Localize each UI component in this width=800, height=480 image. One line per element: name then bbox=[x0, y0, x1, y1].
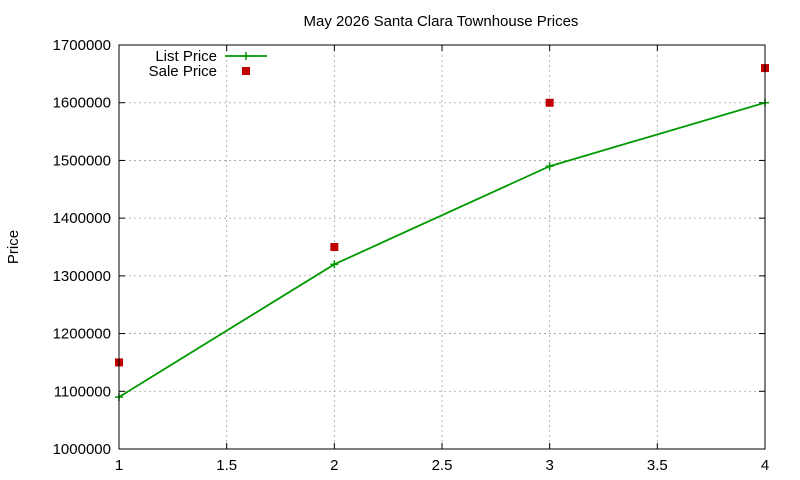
list-price-point bbox=[330, 260, 339, 269]
y-tick-label: 1700000 bbox=[53, 37, 111, 54]
y-tick-label: 1000000 bbox=[53, 441, 111, 458]
list-price-point bbox=[545, 162, 554, 171]
y-tick-label: 1500000 bbox=[53, 152, 111, 169]
y-tick-label: 1600000 bbox=[53, 95, 111, 112]
legend-label: Sale Price bbox=[149, 63, 217, 80]
legend-marker-sale-price bbox=[242, 67, 250, 75]
y-tick-label: 1400000 bbox=[53, 210, 111, 227]
x-tick-label: 2.5 bbox=[432, 457, 453, 474]
plot-area-border bbox=[118, 44, 766, 450]
y-axis-label: Price bbox=[5, 230, 22, 264]
y-tick-label: 1100000 bbox=[54, 383, 111, 400]
x-tick-label: 2 bbox=[330, 457, 338, 474]
x-tick-label: 3 bbox=[545, 457, 553, 474]
chart-title: May 2026 Santa Clara Townhouse Prices bbox=[304, 13, 579, 30]
legend-label: List Price bbox=[155, 48, 217, 65]
legend-marker-list-price bbox=[242, 52, 250, 60]
axis-ticks: 1 1.5 2 2.5 3 3.5 4 1000000 1100000 1200000 130000… bbox=[53, 37, 770, 474]
x-tick-label: 1 bbox=[115, 457, 123, 474]
x-tick-label: 3.5 bbox=[647, 457, 668, 474]
series-line-list-price bbox=[118, 101, 766, 398]
x-tick-label: 4 bbox=[761, 457, 769, 474]
y-tick-label: 1200000 bbox=[53, 326, 111, 343]
grid-lines bbox=[119, 45, 765, 449]
y-tick-label: 1300000 bbox=[53, 268, 111, 285]
x-tick-label: 1.5 bbox=[216, 457, 237, 474]
sale-price-point bbox=[330, 243, 339, 251]
sale-price-point bbox=[545, 98, 554, 107]
